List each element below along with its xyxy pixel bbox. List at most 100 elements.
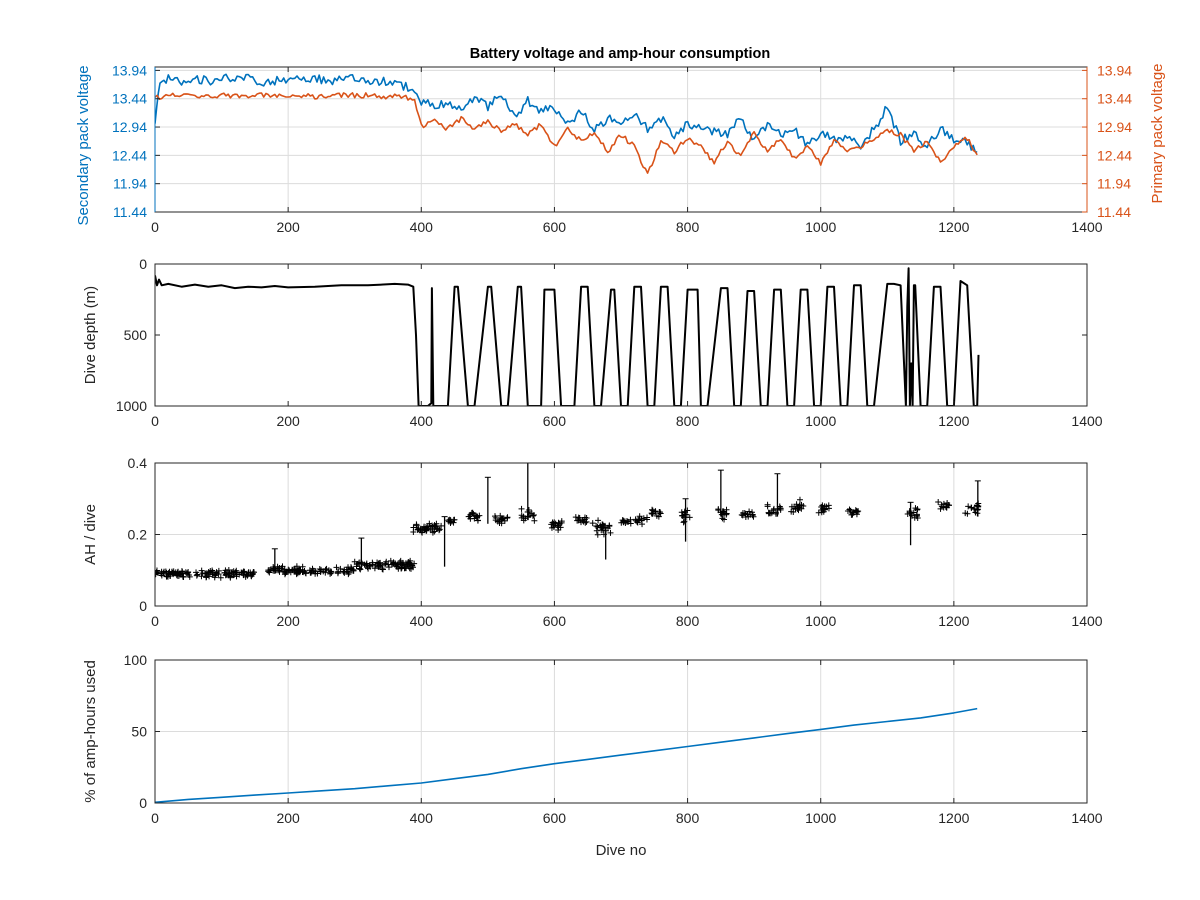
data-point (320, 568, 327, 575)
x-tick-label: 1200 (938, 219, 969, 235)
charts-layer: 0 200 400 600 800 1000 1200 140011.4411.9412.44… (75, 62, 1166, 859)
data-point (388, 561, 395, 568)
x-tick-label: 600 (543, 810, 567, 826)
x-tick-label: 800 (676, 219, 700, 235)
x-tick-label: 1200 (938, 413, 969, 429)
data-point (198, 573, 205, 580)
data-point (800, 502, 807, 509)
data-point (497, 512, 504, 519)
data-point (791, 503, 798, 510)
data-point (846, 506, 853, 513)
x-tick-label: 1000 (805, 613, 836, 629)
data-point (436, 527, 443, 534)
x-tick-label: 0 (151, 613, 159, 629)
data-point (225, 572, 232, 579)
data-point (177, 571, 184, 578)
data-point (291, 566, 298, 573)
data-point (166, 568, 173, 575)
y-tick-label: 0 (139, 256, 147, 272)
data-point (474, 517, 481, 524)
data-point (230, 568, 237, 575)
data-point (369, 559, 376, 566)
data-point (429, 529, 436, 536)
data-point (649, 506, 656, 513)
x-tick-label: 1400 (1071, 613, 1102, 629)
data-point (621, 518, 628, 525)
data-point (431, 522, 438, 529)
data-point (742, 514, 749, 521)
data-point (465, 513, 472, 520)
data-point (198, 567, 205, 574)
y2-tick-label: 12.94 (1097, 119, 1132, 135)
data-point (285, 566, 292, 573)
data-point (580, 518, 587, 525)
data-point (375, 563, 382, 570)
data-point (719, 515, 726, 522)
data-point (353, 563, 360, 570)
data-point (395, 561, 402, 568)
data-point (286, 567, 293, 574)
data-point (633, 517, 640, 524)
data-point (910, 509, 917, 516)
y-tick-label: 100 (124, 652, 148, 668)
x-axis-label: Dive no (596, 842, 647, 859)
data-point (203, 573, 210, 580)
data-point (555, 526, 562, 533)
x-tick-label: 1000 (805, 413, 836, 429)
chart-3: 0 200 400 600 800 1000 1200 1400 0 0.2 0.4 AH / div… (82, 455, 1103, 629)
data-point (638, 516, 645, 523)
data-point (491, 513, 498, 520)
data-point (182, 569, 189, 576)
data-point (217, 574, 224, 581)
data-point (299, 563, 306, 570)
data-point (723, 506, 730, 513)
data-point (383, 558, 390, 565)
data-point (850, 509, 857, 516)
data-point (594, 523, 601, 530)
data-point (750, 513, 757, 520)
series-line-2 (155, 92, 978, 174)
data-point (428, 525, 435, 532)
x-tick-label: 800 (676, 613, 700, 629)
data-point (499, 515, 506, 522)
x-tick-label: 1000 (805, 810, 836, 826)
y-tick-label: 13.44 (112, 91, 147, 107)
data-point (193, 572, 200, 579)
data-point (312, 570, 319, 577)
data-point (593, 527, 600, 534)
data-point (438, 522, 445, 529)
series-group (155, 73, 978, 174)
data-point (968, 504, 975, 511)
data-point (426, 520, 433, 527)
y-axis-label: Secondary pack voltage (75, 65, 92, 225)
x-tick-label: 400 (410, 413, 434, 429)
y-tick-label: 500 (124, 327, 148, 343)
x-tick-label: 0 (151, 413, 159, 429)
series-line-1 (155, 73, 978, 153)
data-point (293, 563, 300, 570)
data-point (178, 568, 185, 575)
data-point (518, 505, 525, 512)
data-point (348, 565, 355, 572)
data-point (589, 520, 596, 527)
data-point (496, 517, 503, 524)
y-tick-label: 0 (139, 795, 147, 811)
data-point (820, 505, 827, 512)
data-point (938, 501, 945, 508)
data-point (765, 510, 772, 517)
data-point (965, 503, 972, 510)
data-point (345, 571, 352, 578)
data-point (618, 519, 625, 526)
x-tick-label: 400 (410, 613, 434, 629)
y2-tick-label: 11.44 (1097, 204, 1131, 220)
data-point (240, 572, 247, 579)
data-point (201, 570, 208, 577)
data-point (399, 559, 406, 566)
y-tick-label: 11.94 (113, 176, 147, 192)
x-tick-label: 0 (151, 810, 159, 826)
data-point (401, 565, 408, 572)
y-tick-label: 0.2 (128, 527, 148, 543)
data-point (657, 510, 664, 517)
chart-2: 0 200 400 600 800 1000 1200 1400 0 500 1000 Dive de… (82, 256, 1103, 429)
